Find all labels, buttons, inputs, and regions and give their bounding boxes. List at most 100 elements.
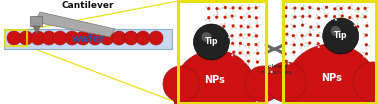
Circle shape	[293, 43, 296, 46]
Circle shape	[258, 41, 260, 44]
Circle shape	[242, 8, 244, 10]
Circle shape	[317, 16, 321, 19]
Circle shape	[231, 34, 234, 37]
Circle shape	[357, 22, 359, 24]
Circle shape	[293, 25, 296, 28]
Circle shape	[301, 24, 304, 27]
Circle shape	[225, 13, 228, 15]
Circle shape	[300, 43, 303, 46]
Circle shape	[65, 31, 79, 45]
Circle shape	[296, 34, 297, 36]
Circle shape	[242, 19, 245, 21]
Circle shape	[240, 16, 243, 19]
Circle shape	[223, 16, 227, 19]
Circle shape	[247, 60, 250, 63]
Circle shape	[292, 41, 294, 43]
Circle shape	[209, 4, 211, 6]
Circle shape	[229, 44, 231, 46]
Circle shape	[282, 55, 284, 57]
Circle shape	[205, 19, 207, 21]
Circle shape	[239, 28, 242, 31]
Circle shape	[291, 14, 293, 16]
Circle shape	[356, 7, 360, 10]
Circle shape	[213, 14, 215, 16]
Circle shape	[247, 63, 249, 66]
Circle shape	[255, 16, 258, 19]
Circle shape	[305, 8, 307, 10]
Circle shape	[100, 31, 114, 45]
Circle shape	[317, 42, 320, 45]
Circle shape	[286, 3, 288, 6]
Circle shape	[293, 10, 296, 12]
Circle shape	[339, 7, 342, 10]
Circle shape	[252, 36, 254, 38]
Circle shape	[342, 5, 344, 7]
Circle shape	[305, 23, 307, 25]
Circle shape	[363, 55, 366, 57]
Circle shape	[292, 51, 296, 54]
Circle shape	[364, 15, 367, 18]
Circle shape	[231, 28, 233, 30]
Circle shape	[223, 4, 225, 6]
Circle shape	[335, 19, 337, 21]
Circle shape	[256, 22, 258, 24]
Circle shape	[318, 46, 320, 48]
Circle shape	[242, 44, 244, 46]
Circle shape	[247, 7, 250, 10]
Circle shape	[291, 27, 293, 30]
Circle shape	[31, 31, 45, 45]
Circle shape	[284, 36, 286, 38]
Circle shape	[317, 25, 320, 28]
Circle shape	[256, 61, 259, 64]
Circle shape	[356, 25, 359, 28]
Circle shape	[307, 45, 310, 47]
Circle shape	[7, 31, 21, 45]
Circle shape	[336, 5, 338, 8]
Circle shape	[239, 33, 242, 37]
Circle shape	[209, 20, 211, 22]
Circle shape	[350, 4, 353, 6]
Circle shape	[224, 6, 227, 9]
Circle shape	[240, 25, 243, 28]
Circle shape	[309, 33, 312, 37]
Bar	[283, 1, 376, 103]
Polygon shape	[33, 26, 40, 34]
Circle shape	[341, 14, 344, 18]
Circle shape	[354, 9, 356, 11]
Circle shape	[242, 36, 244, 38]
Circle shape	[351, 14, 353, 16]
Circle shape	[235, 54, 237, 56]
Circle shape	[323, 18, 359, 54]
Circle shape	[221, 7, 223, 9]
Circle shape	[201, 32, 211, 42]
Circle shape	[232, 51, 235, 54]
Circle shape	[266, 71, 268, 73]
Circle shape	[284, 44, 378, 104]
Circle shape	[248, 15, 251, 18]
Circle shape	[112, 31, 126, 45]
Circle shape	[224, 22, 226, 24]
Circle shape	[254, 43, 258, 46]
Circle shape	[283, 12, 285, 14]
Circle shape	[258, 5, 260, 7]
Circle shape	[268, 67, 271, 71]
Circle shape	[303, 5, 305, 7]
Circle shape	[136, 31, 150, 45]
Circle shape	[353, 62, 378, 102]
Circle shape	[307, 12, 310, 14]
Circle shape	[76, 31, 90, 45]
Circle shape	[301, 7, 304, 10]
Circle shape	[256, 20, 259, 22]
Circle shape	[255, 58, 257, 60]
Circle shape	[231, 6, 235, 9]
Circle shape	[239, 7, 242, 10]
Bar	[178, 1, 266, 103]
Circle shape	[244, 61, 246, 63]
Circle shape	[301, 15, 304, 18]
Circle shape	[245, 66, 281, 102]
Circle shape	[284, 14, 287, 18]
Circle shape	[294, 38, 296, 40]
Circle shape	[282, 5, 285, 7]
Circle shape	[254, 3, 257, 6]
Circle shape	[53, 31, 67, 45]
